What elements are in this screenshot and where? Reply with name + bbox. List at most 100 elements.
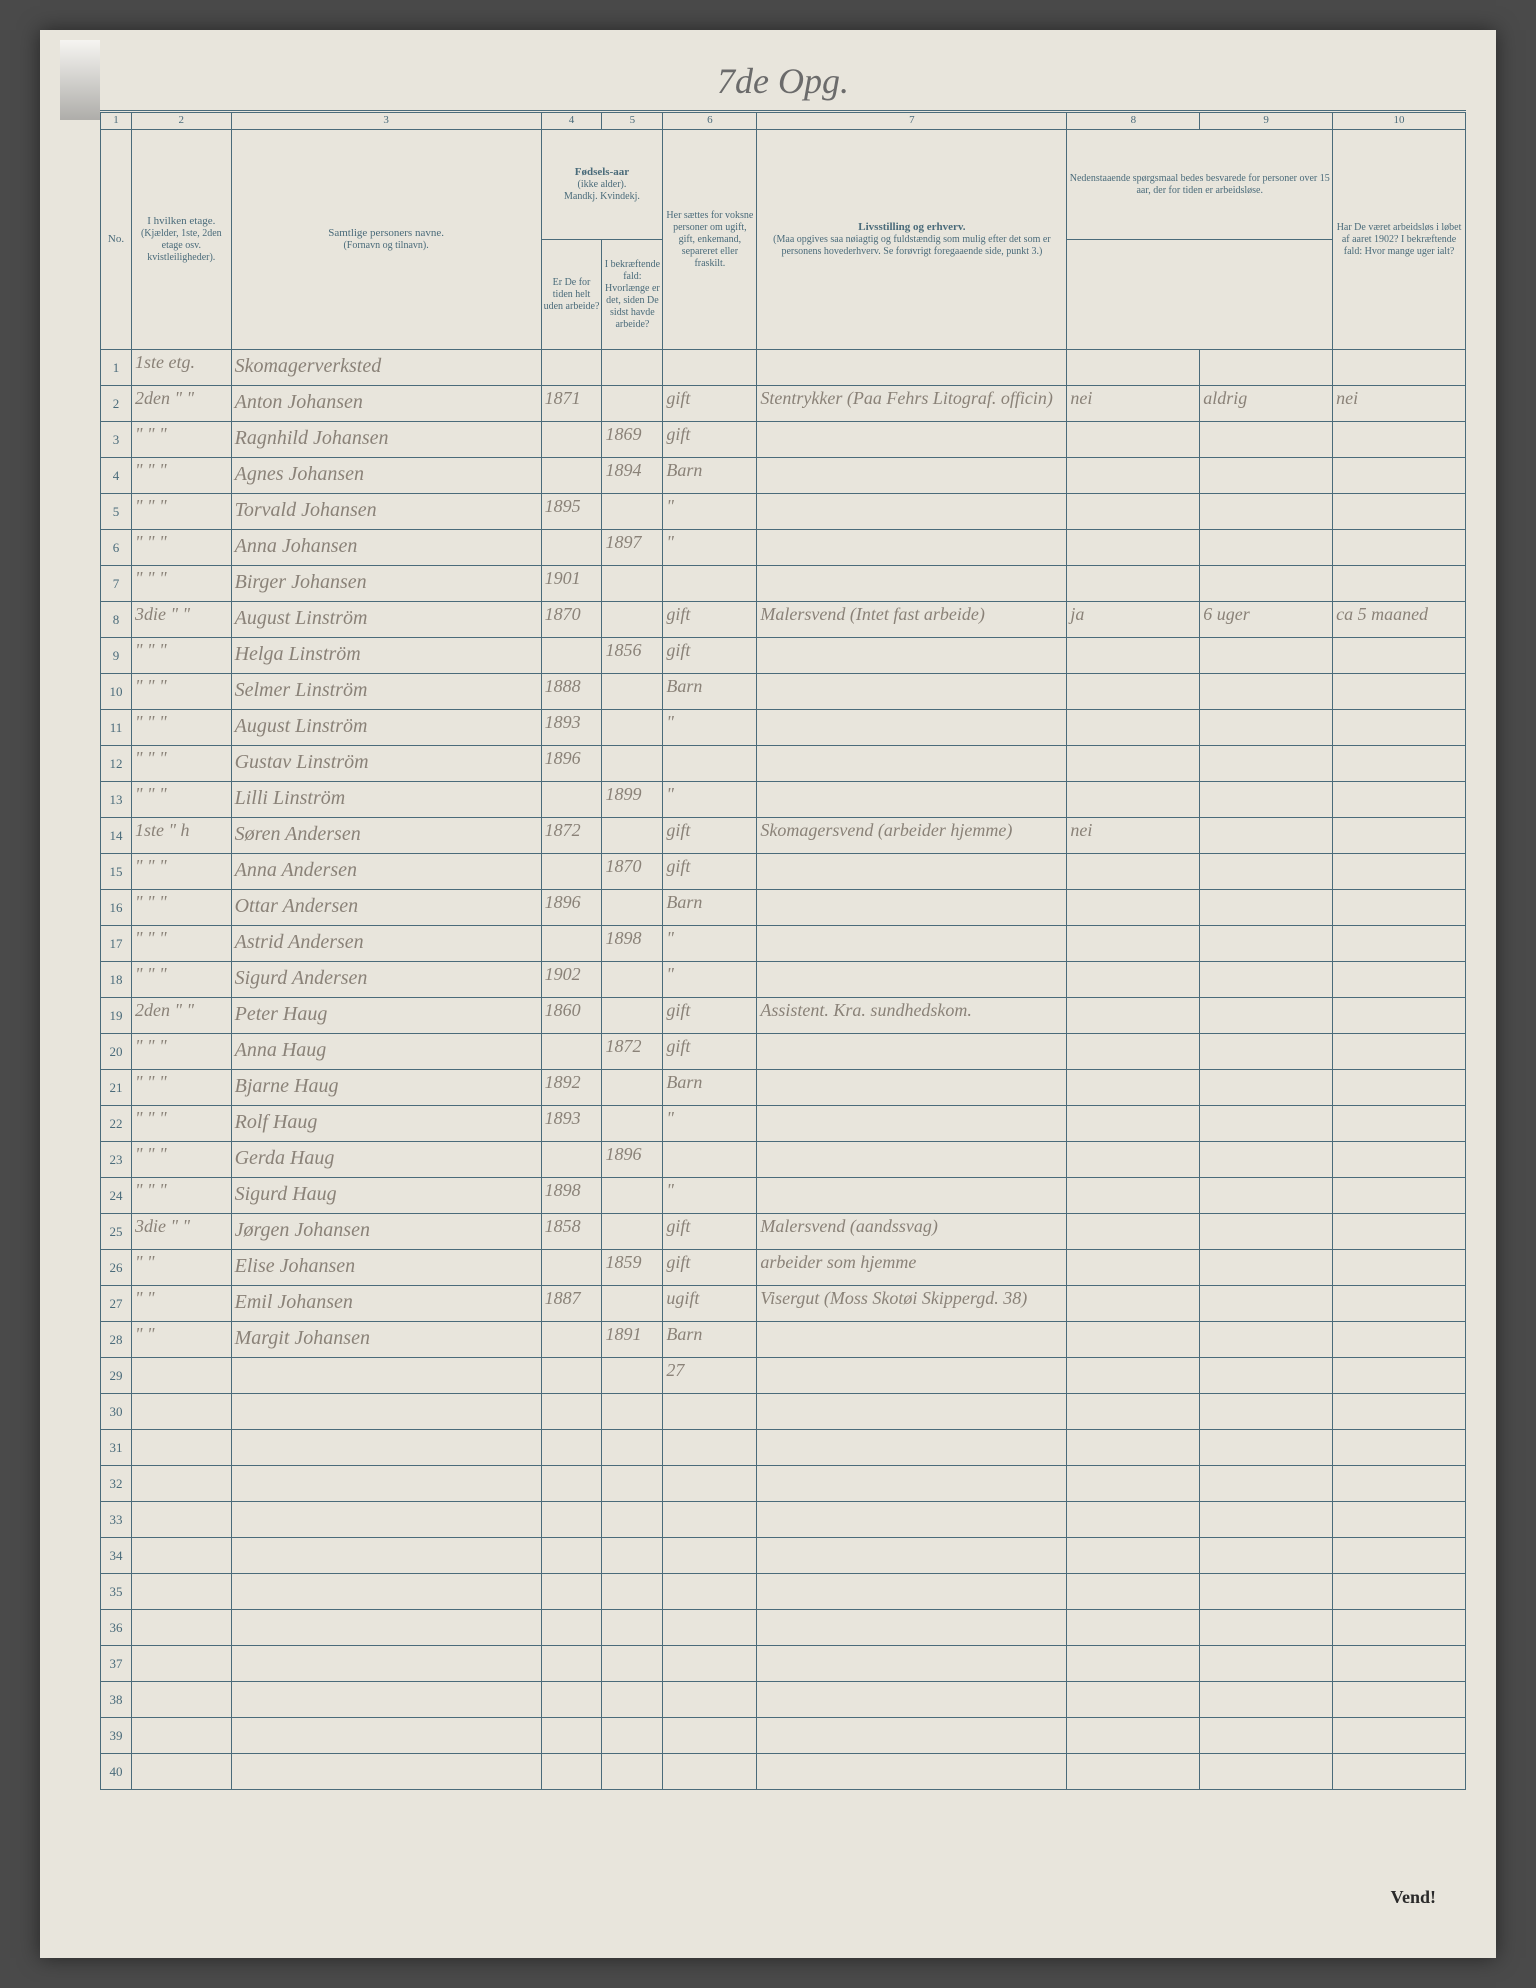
cell-navn (231, 1538, 541, 1574)
cell-q8 (1067, 422, 1200, 458)
cell-q8 (1067, 1538, 1200, 1574)
cell-year-m (541, 1358, 602, 1394)
header-9: I bekræftende fald: Hvorlænge er det, si… (602, 240, 663, 350)
cell-q9 (1200, 890, 1333, 926)
cell-q9 (1200, 1358, 1333, 1394)
cell-q8 (1067, 746, 1200, 782)
cell-navn: Helga Linström (231, 638, 541, 674)
cell-q8 (1067, 1466, 1200, 1502)
cell-q8 (1067, 1214, 1200, 1250)
cell-navn: Sigurd Haug (231, 1178, 541, 1214)
cell-status (663, 1718, 757, 1754)
row-number: 34 (101, 1538, 132, 1574)
table-row: 34 (101, 1538, 1466, 1574)
cell-q9 (1200, 1142, 1333, 1178)
cell-erhverv (757, 1142, 1067, 1178)
cell-navn: Jørgen Johansen (231, 1214, 541, 1250)
cell-q8 (1067, 1070, 1200, 1106)
cell-q8 (1067, 566, 1200, 602)
cell-erhverv: Skomagersvend (arbeider hjemme) (757, 818, 1067, 854)
cell-erhverv: Stentrykker (Paa Fehrs Litograf. officin… (757, 386, 1067, 422)
table-row: 33 (101, 1502, 1466, 1538)
cell-q9 (1200, 1178, 1333, 1214)
cell-year-k (602, 1466, 663, 1502)
header-navn-sub: (Fornavn og tilnavn). (234, 240, 539, 252)
table-row: 4" " "Agnes Johansen1894Barn (101, 458, 1466, 494)
cell-navn: Ragnhild Johansen (231, 422, 541, 458)
row-number: 37 (101, 1646, 132, 1682)
table-row: 28" "Margit Johansen1891Barn (101, 1322, 1466, 1358)
cell-etage: " " " (131, 1070, 231, 1106)
cell-year-m: 1895 (541, 494, 602, 530)
table-row: 22" " "Rolf Haug1893" (101, 1106, 1466, 1142)
row-number: 38 (101, 1682, 132, 1718)
cell-year-k (602, 602, 663, 638)
cell-year-m (541, 1682, 602, 1718)
cell-erhverv: Malersvend (aandssvag) (757, 1214, 1067, 1250)
table-row: 22den " "Anton Johansen1871giftStentrykk… (101, 386, 1466, 422)
cell-q10 (1333, 782, 1466, 818)
table-row: 17" " "Astrid Andersen1898" (101, 926, 1466, 962)
cell-navn: Lilli Linström (231, 782, 541, 818)
cell-erhverv (757, 638, 1067, 674)
page-title: 7de Opg. (717, 61, 849, 101)
cell-status: Barn (663, 1070, 757, 1106)
cell-q10 (1333, 710, 1466, 746)
cell-status: " (663, 962, 757, 998)
cell-erhverv (757, 1430, 1067, 1466)
cell-year-m: 1892 (541, 1070, 602, 1106)
cell-year-m: 1901 (541, 566, 602, 602)
colnum-7: 7 (757, 112, 1067, 130)
cell-q10 (1333, 1574, 1466, 1610)
row-number: 32 (101, 1466, 132, 1502)
cell-etage: " " " (131, 710, 231, 746)
cell-q9 (1200, 1646, 1333, 1682)
cell-etage: " " " (131, 1106, 231, 1142)
cell-status: " (663, 494, 757, 530)
cell-erhverv (757, 1178, 1067, 1214)
cell-q9 (1200, 1250, 1333, 1286)
cell-q10 (1333, 1754, 1466, 1790)
cell-erhverv: Visergut (Moss Skotøi Skippergd. 38) (757, 1286, 1067, 1322)
cell-etage: " " " (131, 890, 231, 926)
colnum-6: 6 (663, 112, 757, 130)
row-number: 10 (101, 674, 132, 710)
colnum-2: 2 (131, 112, 231, 130)
cell-navn: Margit Johansen (231, 1322, 541, 1358)
cell-q9 (1200, 926, 1333, 962)
cell-year-k: 1896 (602, 1142, 663, 1178)
cell-erhverv (757, 1034, 1067, 1070)
table-header: 1 2 3 4 5 6 7 8 9 10 No. I hvilken etage… (101, 112, 1466, 350)
cell-q10 (1333, 494, 1466, 530)
cell-year-m: 1893 (541, 1106, 602, 1142)
cell-year-k (602, 566, 663, 602)
cell-q9 (1200, 422, 1333, 458)
table-row: 6" " "Anna Johansen1897" (101, 530, 1466, 566)
cell-navn: Rolf Haug (231, 1106, 541, 1142)
table-row: 2927 (101, 1358, 1466, 1394)
cell-year-m: 1887 (541, 1286, 602, 1322)
cell-year-k (602, 1106, 663, 1142)
cell-etage: " " " (131, 854, 231, 890)
row-number: 19 (101, 998, 132, 1034)
row-number: 18 (101, 962, 132, 998)
cell-status (663, 1538, 757, 1574)
cell-erhverv (757, 890, 1067, 926)
cell-year-k (602, 1574, 663, 1610)
cell-etage: " " " (131, 674, 231, 710)
cell-etage: " " (131, 1322, 231, 1358)
cell-q10 (1333, 1322, 1466, 1358)
cell-etage (131, 1754, 231, 1790)
cell-q9 (1200, 1286, 1333, 1322)
cell-status: Barn (663, 890, 757, 926)
cell-q9 (1200, 674, 1333, 710)
cell-year-k (602, 1538, 663, 1574)
table-row: 3" " "Ragnhild Johansen1869gift (101, 422, 1466, 458)
cell-q8 (1067, 962, 1200, 998)
cell-q9: 6 uger (1200, 602, 1333, 638)
cell-q8 (1067, 674, 1200, 710)
cell-navn: August Linström (231, 602, 541, 638)
cell-q9 (1200, 1106, 1333, 1142)
table-row: 35 (101, 1574, 1466, 1610)
cell-status: gift (663, 818, 757, 854)
